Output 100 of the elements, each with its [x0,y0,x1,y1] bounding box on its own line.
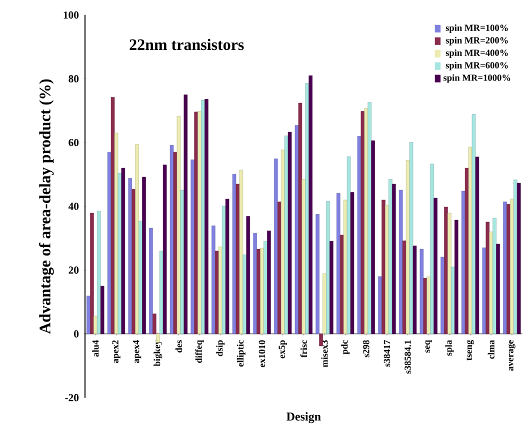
x-tick-label: pdc [341,340,350,354]
bar [392,184,396,334]
bar [371,140,375,334]
bar [360,111,365,334]
x-tick-label: s38584.1 [404,340,411,374]
bar [440,257,444,334]
bar [316,214,320,334]
bar [225,199,230,334]
bar [256,249,260,334]
bar [412,246,417,334]
bar [298,103,302,334]
x-tick-label: s298 [362,340,370,358]
y-tick-label: 60 [68,139,79,146]
bar [398,190,403,334]
bar [340,235,344,334]
bar [212,226,216,334]
bar [464,168,469,334]
bar [253,233,257,334]
bar [90,213,94,334]
x-tick-label: clma [488,340,494,359]
bar [194,112,198,334]
legend-label: spin MR=100% [446,24,508,34]
bar [516,183,521,334]
bar [142,177,146,334]
bar [218,246,222,334]
bar [118,173,122,334]
bar [468,147,472,334]
bar [382,200,386,334]
bar [454,220,458,334]
bar [86,296,90,334]
bar [114,133,118,334]
bar [409,142,414,334]
bar [128,178,132,334]
bar [201,100,205,334]
bar [346,156,351,334]
bar [388,179,392,334]
bar [378,276,382,334]
bar [326,201,330,334]
bar [448,213,452,334]
bar [180,190,184,334]
bar [364,108,368,334]
bar [267,230,271,334]
bar [426,276,430,334]
bar [162,164,167,334]
bar [294,125,299,334]
bar [288,132,292,334]
bar [385,205,389,334]
bar [486,222,490,334]
bar [215,251,219,334]
bar [350,192,354,334]
x-tick-label: seq [425,340,432,353]
bar [302,179,306,334]
bar [239,170,244,334]
bar [184,94,188,334]
x-tick-label: alu4 [92,340,99,357]
bar [434,198,438,334]
legend-label: spin MR=600% [446,62,508,70]
bar [107,152,112,334]
bar [506,204,510,334]
x-tick-label: bigkey [154,340,162,366]
bar [242,254,247,334]
x-tick-label: elliptic [236,340,246,367]
y-tick-label: 80 [68,75,79,83]
bar [357,136,362,334]
x-tick-label: tseng [466,340,474,361]
bar [305,83,310,334]
bar [451,266,455,334]
bar [152,314,156,334]
bar [232,174,236,334]
x-tick-label: spla [445,340,454,356]
x-tick-label: dsip [216,340,225,356]
bar [330,241,334,334]
y-tick-label: 40 [68,202,79,210]
bar [100,286,104,334]
bar [510,199,514,334]
bar [135,144,139,334]
bar [482,248,486,334]
bar [236,184,240,334]
x-axis-title: Design [286,412,321,424]
y-tick-label: -20 [65,394,79,402]
bar [149,228,153,334]
x-tick-label: ex5p [278,340,287,358]
x-tick-label: average [508,340,516,371]
bar [322,274,326,334]
legend-label: spin MR=200% [446,37,508,46]
y-tick-label: 100 [64,12,79,19]
bar [475,156,480,334]
bar [336,193,340,334]
bar [472,114,476,334]
y-axis-title: Advantage of area-delay product (%) [39,80,54,334]
bar [496,244,500,334]
bar [420,249,424,334]
bar [280,150,285,334]
x-tick-label: des [175,340,182,353]
x-tick-label: frisc [300,340,307,358]
bar [368,102,372,334]
bar [159,251,164,334]
x-tick-label: apex4 [133,340,142,364]
bar [264,241,268,334]
bar [274,158,278,334]
